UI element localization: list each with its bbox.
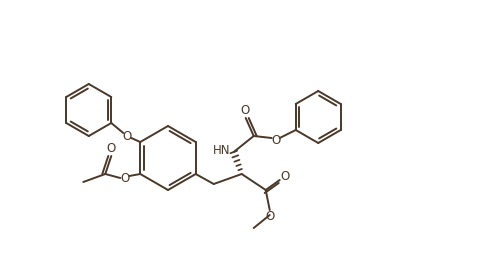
Text: O: O — [240, 104, 249, 117]
Text: HN: HN — [213, 143, 230, 156]
Text: O: O — [265, 210, 274, 222]
Text: O: O — [107, 143, 116, 155]
Text: O: O — [123, 129, 132, 143]
Text: O: O — [271, 134, 280, 147]
Text: O: O — [280, 170, 289, 183]
Text: O: O — [121, 171, 130, 184]
